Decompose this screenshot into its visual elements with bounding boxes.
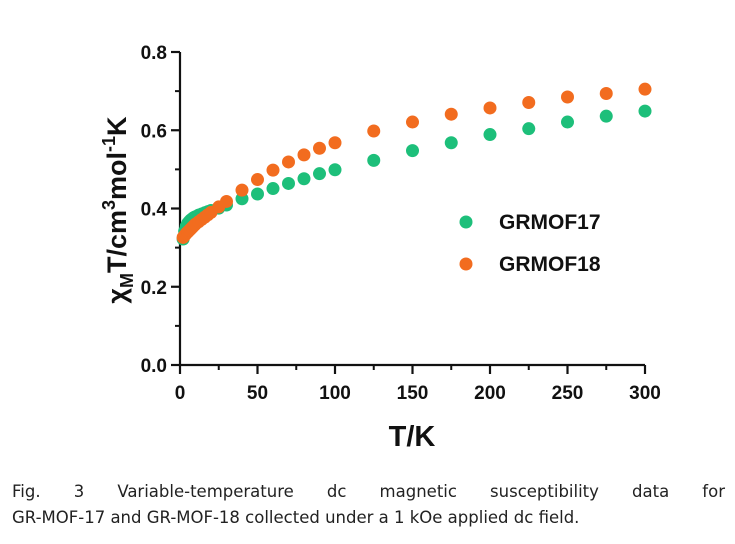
data-point-grmof17: [599, 109, 613, 123]
legend: GRMOF17 GRMOF18: [459, 211, 601, 276]
x-ticks: 0 50 100 150 200 250 300: [175, 365, 661, 404]
y-tick-label: 0.6: [141, 121, 167, 142]
data-point-grmof17: [297, 172, 311, 186]
data-points: [176, 82, 652, 246]
data-point-grmof17: [313, 167, 326, 181]
data-point-grmof18: [297, 148, 311, 162]
data-point-grmof17: [561, 115, 574, 129]
y-tick-label: 0.2: [141, 278, 167, 299]
y-tick-label: 0.8: [141, 43, 167, 64]
y-axis-title-end: K: [102, 116, 132, 136]
data-point-grmof18: [220, 194, 233, 208]
y-axis-title-sup-3: 3: [99, 200, 119, 210]
x-tick-label: 50: [247, 383, 268, 404]
data-point-grmof17: [406, 144, 419, 158]
data-point-grmof18: [367, 124, 381, 138]
x-tick-label: 200: [474, 383, 506, 404]
data-point-grmof17: [266, 182, 280, 196]
legend-label-grmof18: GRMOF18: [499, 253, 601, 276]
data-point-grmof18: [313, 141, 326, 155]
axes: [178, 52, 645, 367]
x-axis-title: T/K: [389, 421, 436, 453]
data-point-grmof18: [406, 115, 419, 129]
y-axis-title-mol: mol: [102, 152, 132, 200]
data-point-grmof17: [328, 163, 342, 177]
x-tick-label: 100: [319, 383, 351, 404]
y-tick-label: 0.4: [141, 200, 168, 221]
legend-marker-grmof18: [459, 257, 473, 271]
y-ticks: 0.0 0.2 0.4 0.6 0.8: [141, 43, 180, 377]
y-axis-title: χMT/cm3mol-1K: [99, 116, 137, 304]
data-point-grmof18: [444, 107, 458, 121]
data-point-grmof17: [282, 176, 295, 190]
y-axis-title-chi: χ: [102, 288, 132, 304]
legend-label-grmof17: GRMOF17: [499, 211, 601, 234]
data-point-grmof18: [251, 173, 264, 187]
data-point-grmof18: [522, 95, 536, 109]
data-point-grmof18: [282, 155, 295, 169]
x-tick-label: 0: [175, 383, 186, 404]
chart: 0.0 0.2 0.4 0.6 0.8 0 50 100 150 200 250 300 T/K χ…: [99, 43, 661, 453]
data-point-grmof18: [561, 90, 574, 104]
y-axis-title-sub-m: M: [117, 273, 137, 288]
data-point-grmof18: [266, 163, 280, 177]
data-point-grmof17: [483, 128, 497, 142]
data-point-grmof17: [638, 104, 652, 118]
series-grmof18: [176, 82, 652, 244]
caption-line-2: GR-MOF-17 and GR-MOF-18 collected under …: [12, 508, 580, 527]
y-axis-title-sup-neg1: -1: [99, 136, 119, 152]
data-point-grmof18: [328, 136, 342, 150]
data-point-grmof18: [599, 86, 613, 100]
legend-marker-grmof17: [459, 215, 473, 229]
data-point-grmof18: [235, 183, 249, 197]
x-tick-label: 250: [552, 383, 584, 404]
data-point-grmof17: [367, 153, 381, 167]
data-point-grmof17: [444, 136, 458, 150]
data-point-grmof17: [522, 122, 536, 136]
data-point-grmof18: [638, 82, 652, 96]
y-tick-label: 0.0: [141, 356, 167, 377]
data-point-grmof17: [251, 187, 264, 201]
figure-caption: Fig. 3 Variable-temperature dc magnetic …: [12, 479, 725, 531]
x-tick-label: 300: [629, 383, 661, 404]
caption-line-1: Fig. 3 Variable-temperature dc magnetic …: [12, 482, 725, 501]
x-tick-label: 150: [397, 383, 429, 404]
data-point-grmof18: [483, 101, 497, 115]
y-axis-title-base: T/cm: [102, 210, 132, 273]
